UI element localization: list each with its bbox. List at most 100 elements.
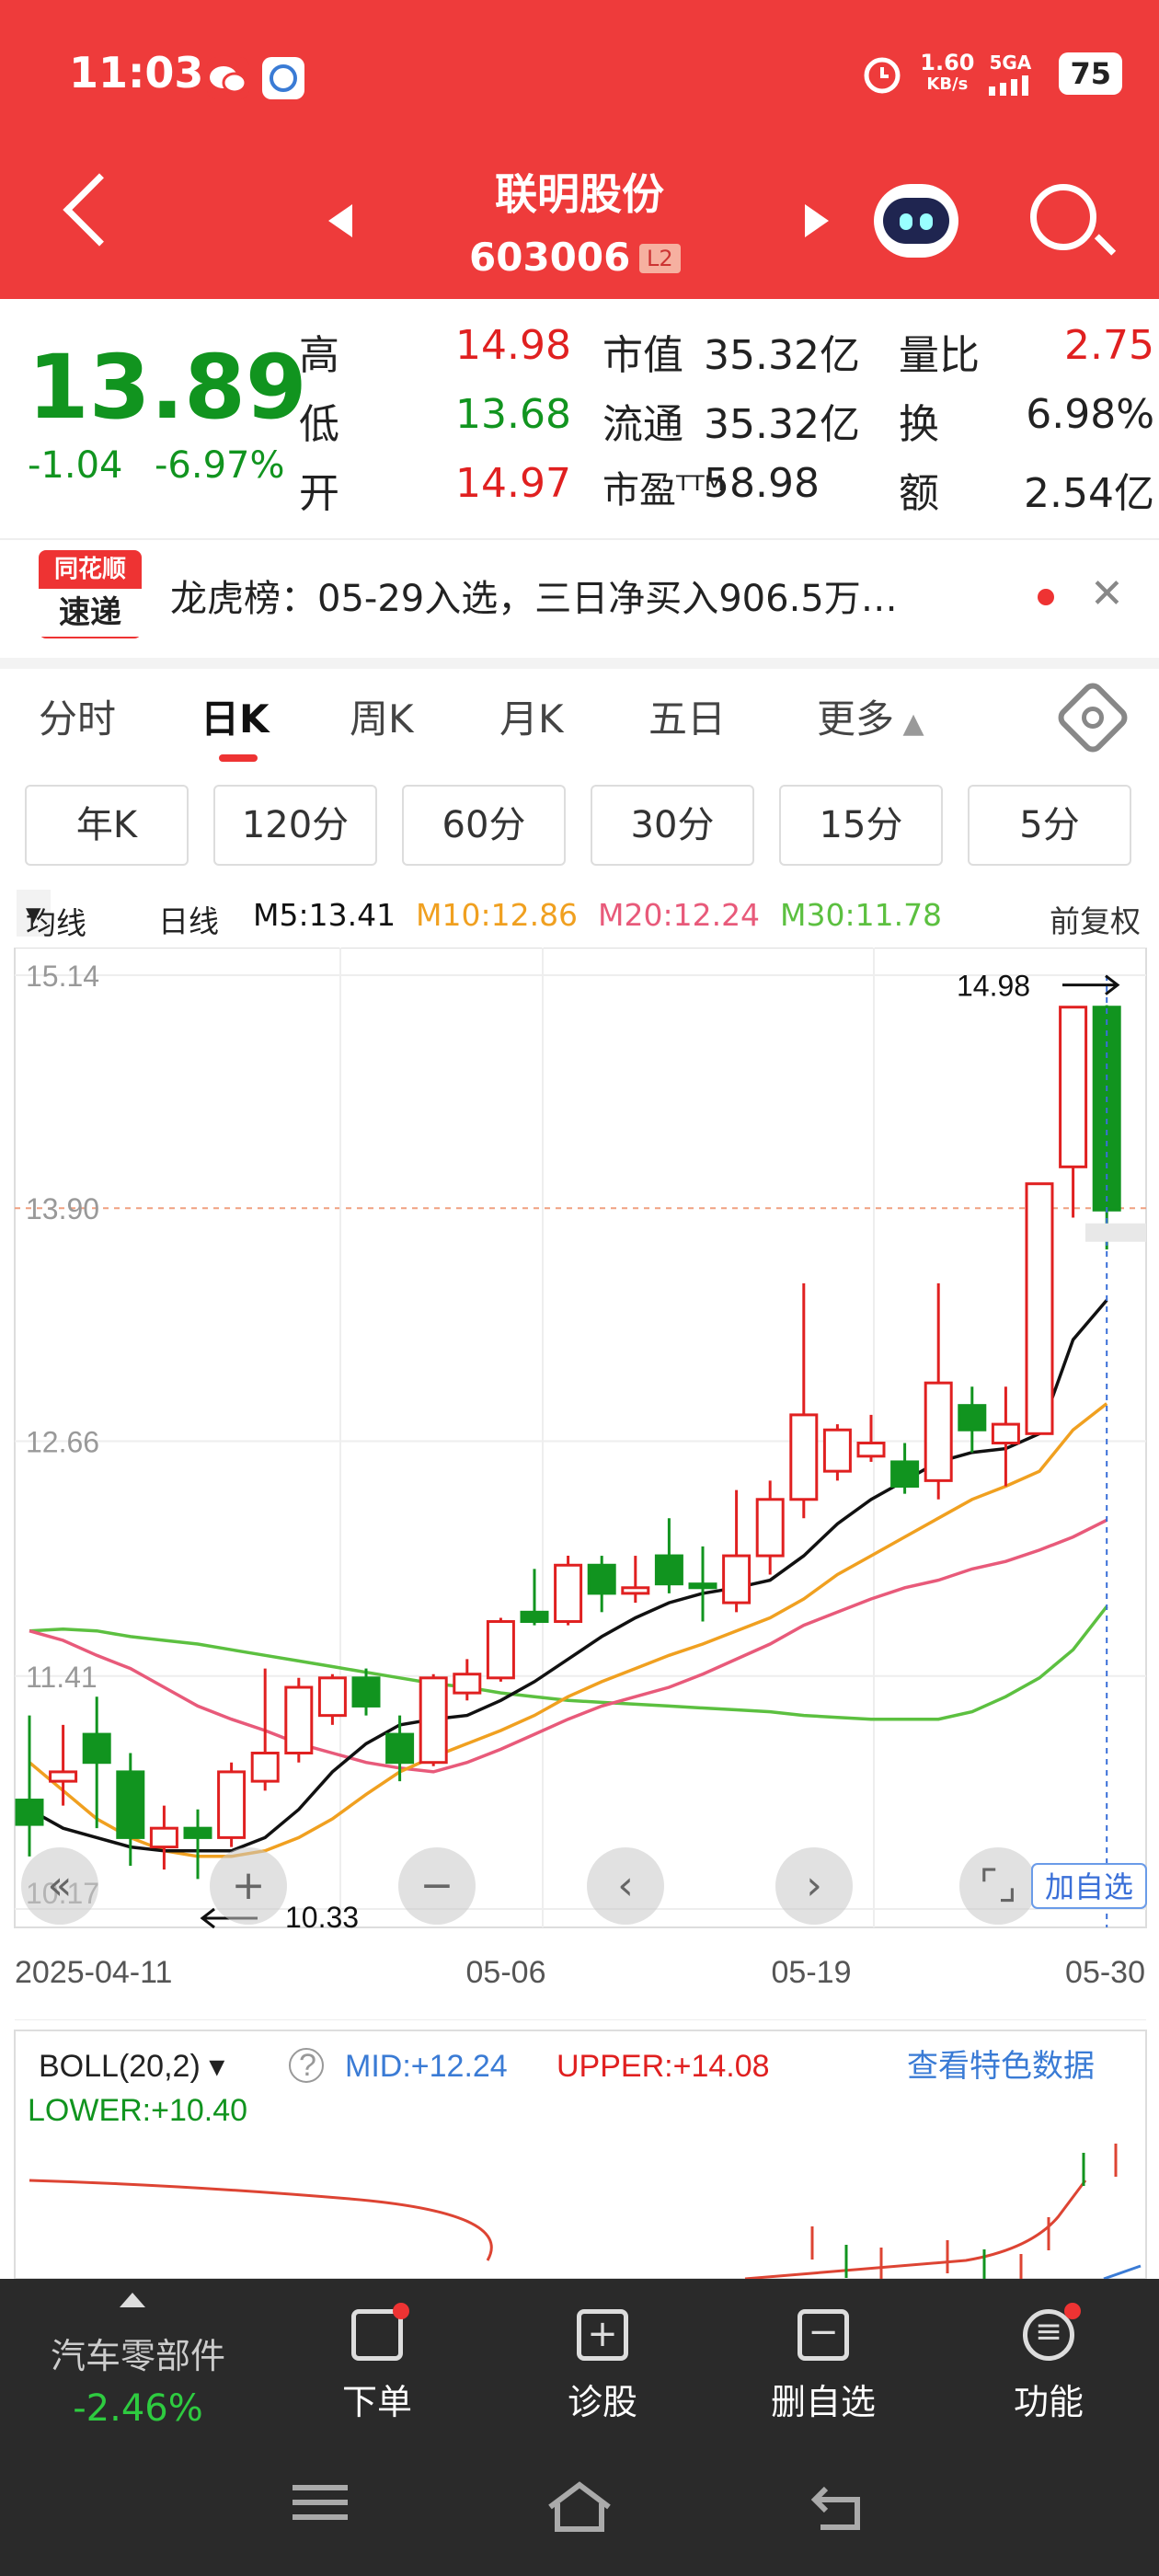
back-nav-icon[interactable]	[808, 2479, 868, 2538]
net-speed: 1.60	[920, 50, 975, 75]
nav-functions-label: 功能	[1013, 2382, 1084, 2422]
subtab-120min[interactable]: 120分	[213, 785, 377, 866]
boll-frame	[14, 2030, 1147, 2279]
help-icon[interactable]	[289, 2048, 324, 2083]
adjust-mode[interactable]: 前复权	[1050, 903, 1141, 939]
order-icon	[351, 2303, 409, 2361]
scroll-right-button[interactable]	[775, 1847, 853, 1925]
pe-value: 58.98	[704, 460, 820, 507]
boll-mid: MID:+12.24	[345, 2049, 508, 2084]
zoom-in-button-glyph: +	[232, 1862, 266, 1909]
ma-selector[interactable]: 均线 ▾	[17, 890, 86, 941]
candle-body	[520, 1610, 549, 1624]
wechat-icon	[207, 57, 249, 99]
nav-remove-watch-label: 删自选	[770, 2382, 876, 2422]
tab-more[interactable]: 更多 ▲	[817, 688, 924, 744]
candle-body	[1025, 1182, 1054, 1435]
boll-lower: LOWER:+10.40	[28, 2093, 247, 2128]
candle-body	[1059, 1006, 1088, 1168]
boll-selector[interactable]: BOLL(20,2) ▾	[39, 2049, 224, 2084]
scroll-left-button[interactable]	[587, 1847, 664, 1925]
functions-icon: ≡	[1023, 2303, 1081, 2361]
nav-remove-watch[interactable]: − 删自选	[763, 2309, 883, 2424]
settings-icon[interactable]	[1053, 678, 1132, 757]
candle-body	[116, 1770, 145, 1839]
divider	[0, 658, 1159, 669]
y-tick-label: 13.90	[26, 1192, 99, 1225]
pe-label: 市盈ᵀᵀᴹ	[602, 469, 725, 512]
news-logo-bottom: 速递	[39, 589, 142, 637]
tab-five-day[interactable]: 五日	[648, 696, 727, 742]
caret-up-icon[interactable]	[120, 2293, 145, 2307]
status-time: 11:03	[69, 48, 204, 98]
app-notify-icon	[262, 57, 304, 99]
candle-body	[453, 1673, 482, 1695]
candle-body	[250, 1751, 280, 1783]
fullscreen-button[interactable]	[959, 1847, 1037, 1925]
tab-daily-k[interactable]: 日K	[201, 696, 270, 742]
tab-weekly-k[interactable]: 周K	[350, 696, 414, 742]
tab-intraday[interactable]: 分时	[39, 696, 117, 742]
x-tick-label: 05-19	[772, 1955, 852, 1990]
amount-label: 额	[899, 470, 939, 517]
next-stock-button[interactable]	[805, 204, 829, 237]
sector-name[interactable]: 汽车零部件	[50, 2336, 225, 2376]
tab-monthly-k[interactable]: 月K	[499, 696, 564, 742]
level2-badge[interactable]: L2	[639, 244, 681, 273]
boll-upper-line-right	[744, 2179, 1087, 2279]
low-value: 13.68	[455, 391, 571, 438]
zoom-out-button[interactable]	[398, 1847, 476, 1925]
subtab-5min[interactable]: 5分	[968, 785, 1131, 866]
subtab-15min[interactable]: 15分	[779, 785, 943, 866]
add-watchlist-button[interactable]	[1031, 1863, 1147, 1909]
candle-body	[82, 1732, 111, 1765]
nav-diagnose-label: 诊股	[567, 2382, 637, 2422]
news-banner[interactable]	[0, 538, 1159, 658]
price-change-pct: -6.97%	[155, 444, 285, 487]
assistant-robot-icon[interactable]	[874, 184, 958, 258]
candle-body	[755, 1498, 785, 1558]
candle-body	[587, 1563, 616, 1595]
ma20-line	[29, 1518, 1107, 1774]
zoom-fastback-button[interactable]	[21, 1847, 98, 1925]
ma30-label: M30:11.78	[780, 897, 943, 933]
search-icon[interactable]	[1030, 184, 1096, 250]
candlestick-chart[interactable]: 15.1413.9012.6611.4110.1714.9810.33«+−‹›…	[0, 948, 1159, 2033]
nav-order-label: 下单	[341, 2382, 412, 2422]
menu-icon[interactable]	[293, 2479, 351, 2529]
chart-frame	[14, 948, 1147, 1928]
candle-body	[789, 1413, 819, 1501]
candle-body	[890, 1460, 920, 1488]
signal-icon	[989, 75, 1029, 96]
candle-body	[183, 1826, 212, 1839]
subtab-30min[interactable]: 30分	[591, 785, 754, 866]
market-cap-value: 35.32亿	[704, 332, 860, 379]
feature-data-link[interactable]: 查看特色数据	[907, 2049, 1095, 2084]
home-icon[interactable]	[545, 2479, 614, 2538]
stock-code: 603006	[469, 235, 631, 280]
turnover-label: 换	[899, 401, 939, 448]
float-cap-value: 35.32亿	[704, 401, 860, 448]
candle-body	[419, 1676, 448, 1765]
remove-watch-icon: −	[798, 2309, 849, 2361]
market-cap-label: 市值	[602, 332, 683, 379]
nav-order[interactable]: 下单	[331, 2303, 423, 2424]
close-icon[interactable]: ✕	[1090, 570, 1124, 617]
x-tick-label: 05-30	[1065, 1955, 1145, 1990]
zoom-in-button[interactable]	[210, 1847, 287, 1925]
candle-body	[621, 1586, 650, 1595]
ma-selector-label: 均线	[26, 905, 86, 941]
stock-name: 联明股份	[495, 169, 664, 219]
prev-stock-button[interactable]	[328, 204, 352, 237]
candle-body	[284, 1685, 314, 1754]
candle-body	[991, 1422, 1020, 1445]
ma10-line	[28, 1402, 1108, 1858]
subtab-60min[interactable]: 60分	[402, 785, 566, 866]
current-price: 13.89	[28, 336, 307, 439]
nav-functions[interactable]: ≡ 功能	[998, 2303, 1099, 2424]
candle-body	[822, 1428, 852, 1473]
subtab-year-k[interactable]: 年K	[25, 785, 189, 866]
nav-diagnose[interactable]: + 诊股	[552, 2309, 653, 2424]
diagnose-icon: +	[577, 2309, 628, 2361]
news-text[interactable]: 龙虎榜：05-29入选，三日净买入906.5万…	[170, 578, 898, 620]
